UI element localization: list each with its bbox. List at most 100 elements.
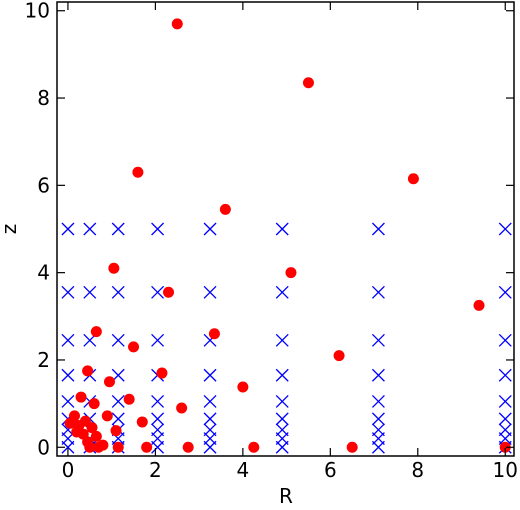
x-tick-label: 0 [62,458,75,482]
x-marker-point [203,285,217,299]
circle-marker-point [90,326,102,338]
x-marker-point [151,394,165,408]
circle-marker-point [64,417,76,429]
x-marker-stroke [61,222,75,236]
x-marker-point [203,412,217,426]
x-marker-stroke [111,394,125,408]
circle-marker-point [285,267,297,279]
x-marker-point [203,394,217,408]
circle-marker-point [473,299,485,311]
x-marker-stroke [371,222,385,236]
x-marker-stroke [498,222,512,236]
x-marker-stroke [275,285,289,299]
circle-marker-point [88,398,100,410]
x-marker-point [371,423,385,437]
x-marker-stroke [151,412,165,426]
circle-marker-point [136,416,148,428]
plot-frame [56,1,515,457]
circle-marker-point [237,381,249,393]
x-marker-point [498,285,512,299]
x-marker-stroke [203,394,217,408]
y-tick-label: 6 [37,173,50,197]
x-marker-point [111,394,125,408]
x-marker-point [275,394,289,408]
x-marker-point [61,368,75,382]
circle-marker-point [176,402,188,414]
circle-marker-point [108,262,120,274]
circle-marker-point [101,410,113,422]
circle-marker-point [86,422,98,434]
y-tick-label: 8 [37,86,50,110]
data-marks [61,18,512,454]
x-marker-stroke [498,368,512,382]
x-marker-point [151,412,165,426]
x-axis-label: R [279,484,293,508]
x-tick-label: 4 [236,458,249,482]
circle-marker-point [333,350,345,362]
x-marker-stroke [151,333,165,347]
x-marker-stroke [83,285,97,299]
x-marker-point [61,285,75,299]
circle-marker-point [208,328,220,340]
x-marker-stroke [498,412,512,426]
circle-marker-point [163,286,175,298]
circle-marker-point [112,441,124,453]
x-marker-stroke [498,423,512,437]
circle-marker-point [128,341,140,353]
circle-marker-point [346,441,358,453]
x-marker-point [275,333,289,347]
x-marker-stroke [203,412,217,426]
circle-marker-point [141,441,153,453]
x-marker-stroke [111,222,125,236]
circle-marker-point [302,77,314,89]
x-tick-label: 2 [149,458,162,482]
x-marker-point [61,222,75,236]
x-marker-stroke [151,285,165,299]
circle-marker-point [93,441,105,453]
circle-marker-point [132,166,144,178]
x-marker-stroke [498,394,512,408]
x-marker-stroke [151,394,165,408]
circle-marker-point [82,365,94,377]
circle-marker-point [103,376,115,388]
x-marker-stroke [61,285,75,299]
y-tick-label: 10 [25,0,50,23]
x-marker-point [275,423,289,437]
x-marker-point [203,222,217,236]
x-marker-stroke [61,368,75,382]
y-tick-label: 0 [37,435,50,459]
circle-marker-point [248,441,260,453]
x-marker-stroke [203,285,217,299]
x-marker-point [498,222,512,236]
circle-marker-point [90,430,102,442]
x-marker-point [498,368,512,382]
x-marker-point [498,412,512,426]
x-marker-stroke [371,423,385,437]
x-marker-stroke [498,333,512,347]
x-marker-stroke [275,333,289,347]
circle-marker-point [219,203,231,215]
x-marker-stroke [371,412,385,426]
x-marker-stroke [275,412,289,426]
y-tick-label: 2 [37,348,50,372]
x-marker-stroke [371,394,385,408]
circle-marker-point [84,441,96,453]
x-marker-point [111,285,125,299]
x-marker-stroke [498,285,512,299]
x-marker-point [275,412,289,426]
x-marker-stroke [151,423,165,437]
x-marker-stroke [111,412,125,426]
x-marker-point [498,333,512,347]
x-marker-point [203,368,217,382]
circle-marker-point [75,391,87,403]
x-tick-label: 6 [324,458,337,482]
x-marker-point [111,333,125,347]
circle-marker-point [499,441,511,453]
x-marker-stroke [275,423,289,437]
x-marker-point [151,222,165,236]
x-marker-point [151,333,165,347]
x-tick-label: 8 [411,458,424,482]
x-marker-stroke [275,394,289,408]
x-marker-point [151,285,165,299]
